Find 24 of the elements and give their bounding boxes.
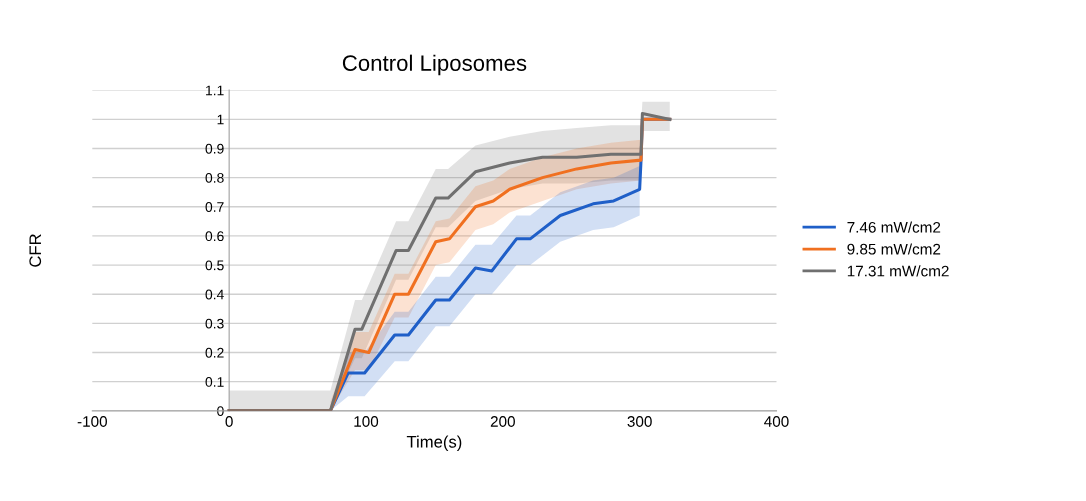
x-tick-label: -100 — [77, 416, 107, 427]
y-tick-label: 0.2 — [205, 347, 224, 358]
legend-label: 9.85 mW/cm2 — [847, 243, 941, 255]
x-axis-title: Time(s) — [406, 435, 462, 452]
legend-label: 7.46 mW/cm2 — [847, 221, 941, 233]
y-tick-label: 1 — [217, 114, 224, 125]
x-tick-label: 100 — [354, 416, 379, 427]
y-tick-label: 0.4 — [205, 289, 224, 300]
x-tick-label: 200 — [490, 416, 515, 427]
x-tick-label: 300 — [627, 416, 652, 427]
y-tick-label: 0.1 — [205, 377, 224, 387]
y-tick-label: 0.5 — [205, 260, 224, 271]
x-tick-label: 400 — [764, 416, 789, 427]
y-tick-label: 0.3 — [205, 318, 224, 329]
y-tick-label: 1.1 — [206, 85, 224, 96]
y-tick-label: 0.9 — [205, 143, 224, 154]
y-tick-label: 0.8 — [205, 172, 224, 183]
y-tick-label: 0.7 — [205, 202, 224, 212]
y-axis-title: CFR — [29, 234, 42, 267]
y-tick-label: 0.6 — [205, 231, 224, 242]
x-tick-label: 0 — [225, 416, 233, 427]
legend-label: 17.31 mW/cm2 — [847, 265, 949, 277]
chart-title: Control Liposomes — [342, 54, 527, 76]
y-tick-label: 0 — [217, 406, 224, 416]
